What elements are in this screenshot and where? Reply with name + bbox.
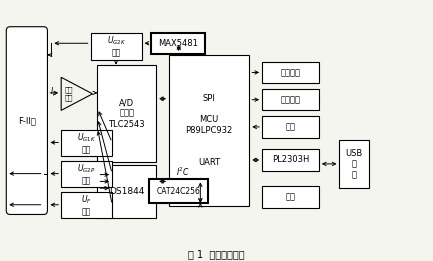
Text: DS1844: DS1844 <box>109 187 145 196</box>
Text: $I^2C$: $I^2C$ <box>176 165 190 178</box>
Bar <box>339 140 369 188</box>
Text: $I_p$: $I_p$ <box>50 86 57 99</box>
Text: 电源: 电源 <box>285 192 295 201</box>
Bar <box>149 180 208 203</box>
Text: A/D
转换器
TLC2543: A/D 转换器 TLC2543 <box>109 98 145 129</box>
Bar <box>61 192 112 218</box>
Text: $U_{G2P}$
电压: $U_{G2P}$ 电压 <box>78 163 96 186</box>
Bar <box>169 55 249 206</box>
Text: $U_F$
电压: $U_F$ 电压 <box>81 194 92 217</box>
Text: SPI

MCU
P89LPC932


UART: SPI MCU P89LPC932 UART <box>185 94 233 167</box>
Text: 电流
放大: 电流 放大 <box>65 87 73 101</box>
Bar <box>262 149 319 171</box>
FancyBboxPatch shape <box>6 27 48 215</box>
Bar <box>151 33 205 54</box>
Text: PL2303H: PL2303H <box>272 156 309 164</box>
Text: 电流显示: 电流显示 <box>281 95 301 104</box>
Bar <box>262 62 319 83</box>
Text: CAT24C256: CAT24C256 <box>157 187 201 196</box>
Text: $U_{G2K}$
电压: $U_{G2K}$ 电压 <box>107 34 126 58</box>
Text: MAX5481: MAX5481 <box>158 39 198 48</box>
Bar <box>262 89 319 110</box>
Bar <box>90 33 142 60</box>
Bar <box>61 130 112 156</box>
Bar <box>262 186 319 208</box>
Bar <box>262 116 319 138</box>
Bar <box>97 65 156 162</box>
Text: 按键: 按键 <box>285 122 295 132</box>
Bar <box>61 161 112 187</box>
Text: USB
接
口: USB 接 口 <box>346 149 363 179</box>
Bar <box>97 165 156 218</box>
Text: 图 1  仪器整体框图: 图 1 仪器整体框图 <box>188 249 245 259</box>
Text: F-II管: F-II管 <box>18 116 36 125</box>
Text: 电压显示: 电压显示 <box>281 68 301 77</box>
Text: $U_{G1K}$
电压: $U_{G1K}$ 电压 <box>77 131 96 155</box>
